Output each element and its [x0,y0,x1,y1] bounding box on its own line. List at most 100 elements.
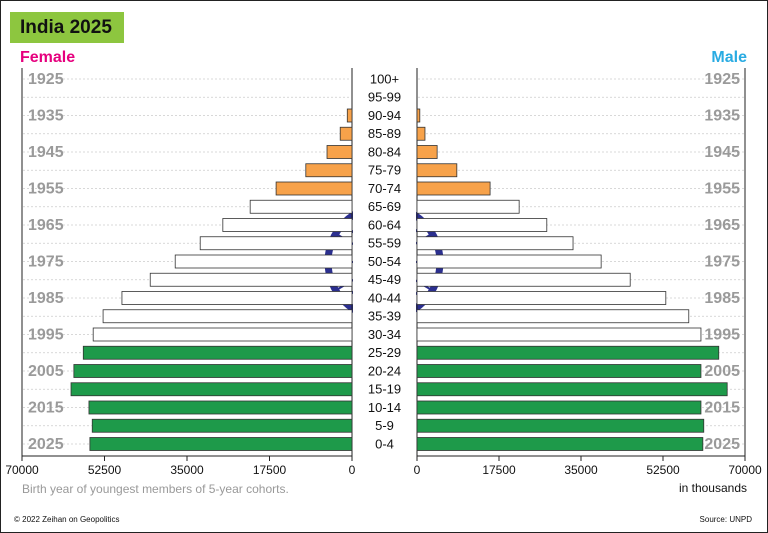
age-label: 100+ [370,71,399,86]
birth-year-label: 1925 [28,71,64,88]
bar [416,181,491,196]
bar [416,400,702,415]
unit-label: in thousands [679,481,747,495]
birth-year-label: 1925 [704,71,740,88]
bar [88,400,353,415]
center-column [353,60,416,460]
bar [339,126,353,141]
x-tick-label: 52500 [646,463,680,477]
birth-year-label: 1945 [704,144,740,161]
bar [82,345,353,360]
bar [416,163,458,178]
birth-year-label: 1935 [704,108,740,125]
bar [121,291,353,305]
age-label: 50-54 [368,254,401,269]
bar [73,364,353,378]
birth-year-label: 1965 [704,217,740,234]
bar [222,218,353,232]
bar [346,108,353,123]
birth-year-label: 1995 [28,327,64,344]
birth-year-label: 1935 [28,108,64,125]
x-tick-label: 52500 [88,463,122,477]
birth-year-label: 1955 [28,181,64,198]
legend-label: Male [711,49,747,66]
age-label: 40-44 [368,290,401,305]
age-label: 25-29 [368,345,401,360]
age-label: 0-4 [375,436,394,451]
x-tick-label: 17500 [253,463,287,477]
age-label: 30-34 [368,327,401,342]
age-label: 65-69 [368,199,401,214]
bar [326,145,353,159]
bar [199,236,353,251]
title-box [10,12,124,43]
source: Source: UNPD [700,515,753,524]
birth-year-label: 1945 [28,144,64,161]
birth-year-label: 1985 [704,290,740,307]
credit: © 2022 Zeihan on Geopolitics [14,515,120,524]
birth-year-label: 2025 [704,436,740,453]
bar [89,437,353,451]
birth-year-label: 1975 [28,254,64,271]
age-label: 60-64 [368,217,401,232]
age-label: 45-49 [368,272,401,287]
bar [416,309,690,324]
bar [92,327,353,342]
age-label: 35-39 [368,309,401,324]
x-tick-label: 35000 [564,463,598,477]
x-tick-label: 70000 [728,463,762,477]
birth-year-label: 2025 [28,436,64,453]
bar [275,181,353,196]
bar [416,218,548,232]
legend-label: Female [20,49,75,66]
bar [416,418,705,433]
bar [416,145,438,159]
age-label: 20-24 [368,363,401,378]
chart-title: India 2025 [20,17,112,38]
birth-year-label: 1995 [704,327,740,344]
age-label: 70-74 [368,181,401,196]
x-tick-label: 0 [414,463,421,477]
birth-year-label: 2015 [704,400,740,417]
birth-year-label: 1985 [28,290,64,307]
age-label: 55-59 [368,236,401,251]
bar [416,254,602,269]
bar [416,437,704,451]
age-label: 85-89 [368,126,401,141]
x-tick-label: 17500 [482,463,516,477]
bar [305,163,353,178]
bar [149,272,353,287]
age-label: 10-14 [368,400,401,415]
x-tick-label: 35000 [170,463,204,477]
birth-year-label: 1955 [704,181,740,198]
bar [416,236,574,251]
bar [91,418,353,433]
birth-year-label: 1975 [704,254,740,271]
age-label: 95-99 [368,90,401,105]
bar [416,382,728,397]
bar [416,108,421,123]
bar [70,382,353,397]
birth-year-label: 2015 [28,400,64,417]
age-label: 90-94 [368,108,401,123]
bar [174,254,353,269]
x-tick-label: 0 [349,463,356,477]
birth-year-label: 2005 [28,363,64,380]
bar [416,199,520,214]
bar [416,126,426,141]
note: Birth year of youngest members of 5-year… [22,482,289,496]
birth-year-label: 2005 [704,363,740,380]
x-tick-label: 70000 [5,463,39,477]
age-label: 75-79 [368,163,401,178]
bar [416,364,702,378]
bar [102,309,353,324]
age-label: 80-84 [368,144,401,159]
age-label: 5-9 [375,418,394,433]
bar [416,345,720,360]
age-label: 15-19 [368,382,401,397]
bar [416,327,702,342]
birth-year-label: 1965 [28,217,64,234]
bar [416,272,631,287]
bar [249,199,353,214]
